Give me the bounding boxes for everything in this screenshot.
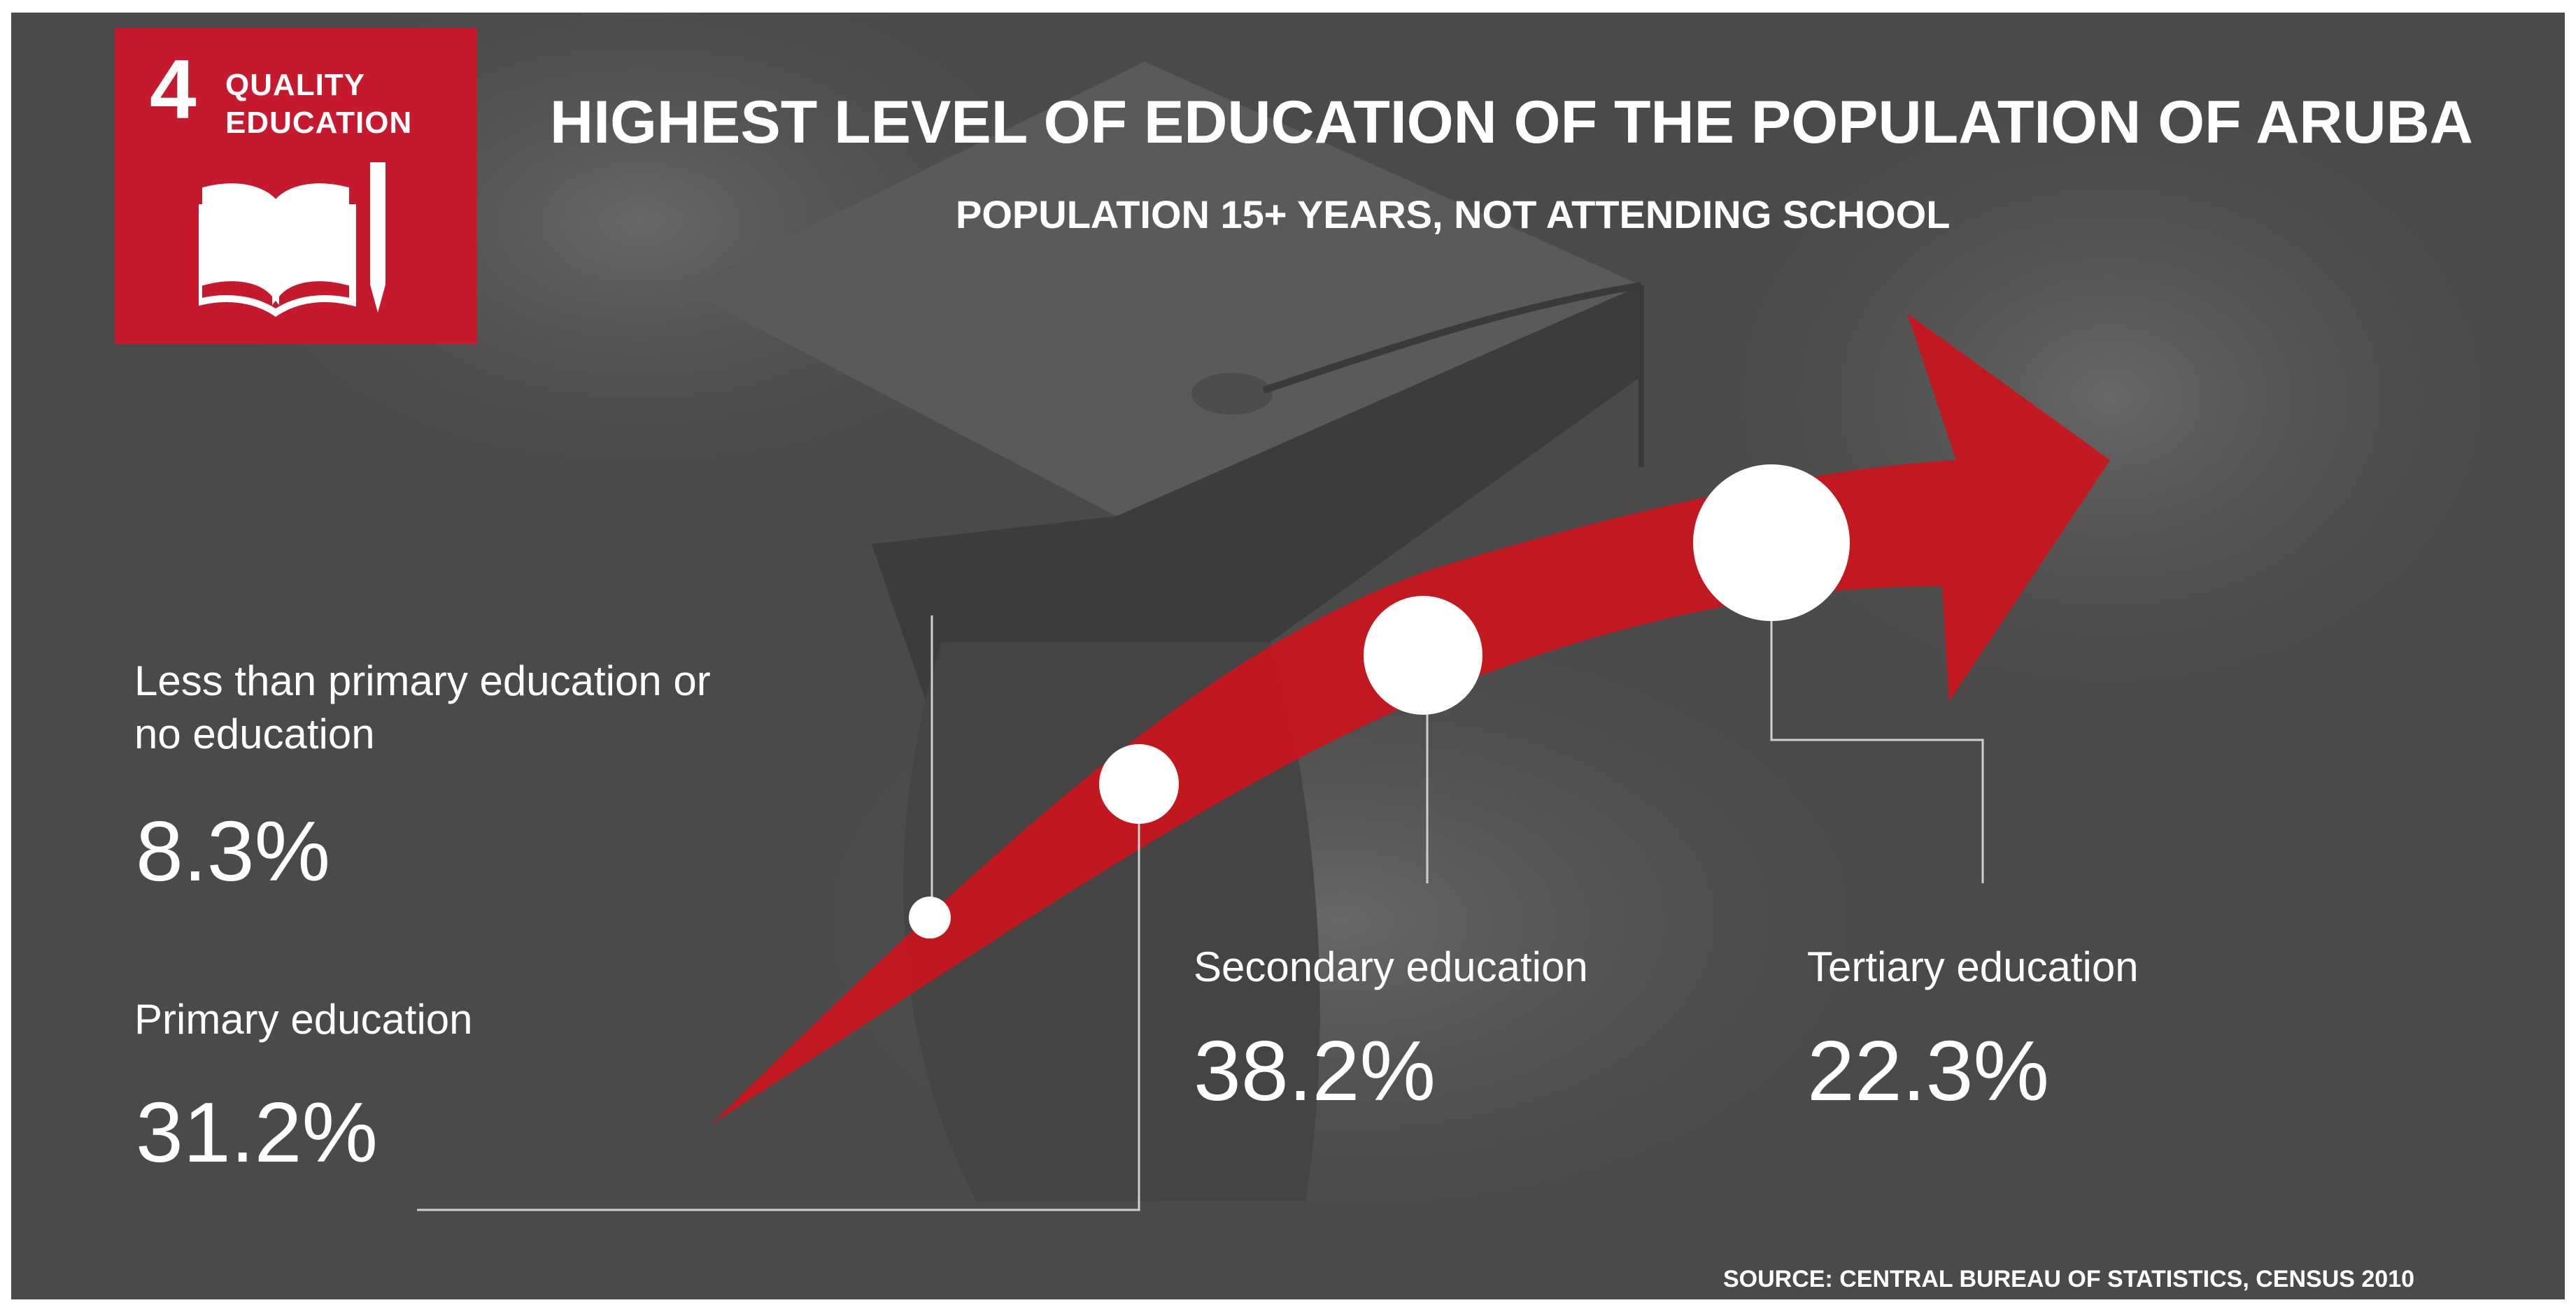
label-line: no education <box>134 711 375 757</box>
badge-line-2: EDUCATION <box>225 106 413 140</box>
dot-tertiary <box>1693 464 1850 621</box>
page-subtitle: POPULATION 15+ YEARS, NOT ATTENDING SCHO… <box>956 192 1951 236</box>
label-line: Less than primary education or <box>134 657 711 704</box>
badge-line-1: QUALITY <box>225 68 366 102</box>
label-tertiary: Tertiary education <box>1807 943 2139 990</box>
label-primary: Primary education <box>134 996 473 1043</box>
source-note: SOURCE: CENTRAL BUREAU OF STATISTICS, CE… <box>1723 1266 2415 1292</box>
value-less-than-primary: 8.3% <box>136 804 331 899</box>
connector-lines <box>417 579 1984 1211</box>
background-photo <box>11 13 2565 1299</box>
badge-number: 4 <box>150 43 197 136</box>
value-tertiary: 22.3% <box>1807 1023 2049 1118</box>
value-secondary: 38.2% <box>1194 1023 1436 1118</box>
dot-secondary <box>1364 596 1482 715</box>
page-title: HIGHEST LEVEL OF EDUCATION OF THE POPULA… <box>550 89 2473 156</box>
book-pencil-icon <box>199 162 385 318</box>
label-less-than-primary: Less than primary education or no educat… <box>134 655 711 761</box>
infographic: 4 QUALITY EDUCATION HIGHEST LEVEL OF EDU… <box>11 13 2565 1299</box>
sdg-badge: 4 QUALITY EDUCATION <box>115 28 477 344</box>
graduation-cap-icon <box>683 62 1644 1202</box>
label-secondary: Secondary education <box>1194 943 1588 990</box>
dot-less-than-primary <box>909 897 951 939</box>
value-primary: 31.2% <box>136 1085 378 1180</box>
dot-primary <box>1099 744 1179 824</box>
